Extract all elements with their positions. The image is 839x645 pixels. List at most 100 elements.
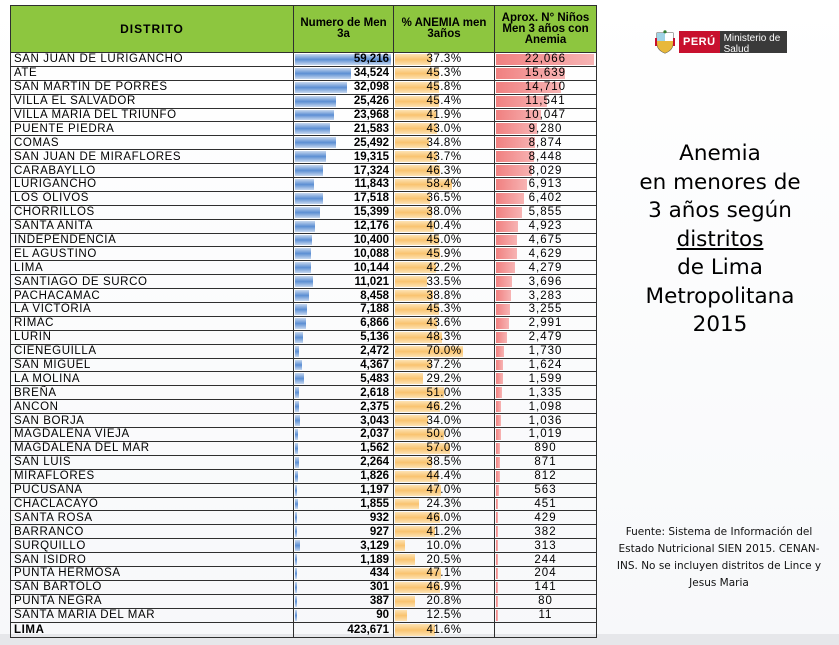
table-row: LOS OLIVOS 17,518 36.5% 6,402 [10, 190, 597, 206]
pct-cell-value: 46.2% [426, 400, 462, 413]
pct-cell: 51.0% [393, 385, 495, 401]
table-row: MIRAFLORES 1,826 44.4% 812 [10, 468, 597, 484]
table-row: COMAS 25,492 34.8% 8,874 [10, 135, 597, 151]
ninos-cell: 890 [494, 440, 597, 456]
title-line-7: 2015 [692, 312, 748, 337]
ninos-cell: 4,923 [494, 218, 597, 234]
table-row: LURIN 5,136 48.3% 2,479 [10, 329, 597, 345]
numero-cell: 17,324 [293, 163, 394, 179]
ninos-cell: 15,639 [494, 65, 597, 81]
ninos-cell-value: 244 [534, 553, 557, 566]
pct-cell-value: 41.2% [426, 525, 462, 538]
table-row: SAN MIGUEL 4,367 37.2% 1,624 [10, 357, 597, 373]
numero-cell-value: 1,562 [360, 442, 389, 455]
ninos-cell: 2,991 [494, 315, 597, 331]
ninos-cell-value: 1,730 [528, 345, 563, 358]
numero-cell-value: 932 [369, 511, 389, 524]
numero-cell: 19,315 [293, 149, 394, 165]
pct-cell-value: 29.2% [426, 372, 462, 385]
numero-cell: 2,472 [293, 343, 394, 359]
table-row: MAGDALENA DEL MAR 1,562 57.0% 890 [10, 440, 597, 456]
numero-cell-value: 25,426 [353, 95, 389, 108]
pct-cell: 45.8% [393, 79, 495, 95]
ninos-cell: 141 [494, 579, 597, 595]
numero-cell: 10,144 [293, 260, 394, 276]
numero-cell-value: 17,518 [353, 192, 389, 205]
ninos-cell: 3,255 [494, 302, 597, 317]
ninos-cell-bar [496, 234, 517, 246]
distrito-cell: EL AGUSTINO [10, 246, 294, 262]
pct-cell-bar [395, 109, 436, 121]
pct-cell-value: 46.9% [426, 581, 462, 594]
numero-cell: 5,483 [293, 371, 394, 387]
total-pct-cell: 41.6% [393, 621, 495, 638]
ninos-cell-value: 3,283 [528, 289, 563, 302]
numero-cell-value: 7,188 [360, 303, 389, 316]
pct-cell-bar [395, 567, 441, 579]
pct-cell-bar [395, 387, 445, 399]
distrito-cell: SAN MIGUEL [10, 357, 294, 373]
ninos-cell-bar [496, 470, 500, 482]
pct-cell-value: 37.2% [426, 359, 462, 372]
table-row: SAN MARTIN DE PORRES 32,098 45.8% 14,710 [10, 79, 597, 95]
numero-cell-bar [295, 137, 337, 149]
distrito-cell: VILLA EL SALVADOR [10, 93, 294, 109]
pct-cell: 46.9% [393, 579, 495, 595]
table-row: SANTIAGO DE SURCO 11,021 33.5% 3,696 [10, 274, 597, 290]
table-row: CHACLACAYO 1,855 24.3% 451 [10, 496, 597, 512]
pct-cell-value: 47.0% [426, 484, 462, 497]
numero-cell-value: 12,176 [353, 220, 389, 233]
pct-cell-value: 36.5% [426, 192, 462, 205]
pct-cell-bar [395, 595, 416, 607]
numero-cell-value: 927 [369, 525, 389, 538]
pct-cell-bar [395, 81, 440, 93]
numero-cell-value: 4,367 [360, 359, 389, 372]
numero-cell: 25,492 [293, 135, 394, 151]
numero-cell-bar [295, 387, 300, 399]
ninos-cell-bar [496, 484, 499, 496]
ninos-cell: 6,913 [494, 177, 597, 192]
pct-cell-value: 58.4% [426, 178, 462, 191]
distrito-cell: SAN JUAN DE MIRAFLORES [10, 149, 294, 165]
pct-cell-bar [395, 151, 438, 163]
pct-cell-bar [395, 512, 440, 524]
numero-cell-bar [295, 498, 298, 510]
ninos-cell-value: 1,624 [528, 359, 563, 372]
slide-bottom-bar [0, 634, 839, 645]
distrito-cell: INDEPENDENCIA [10, 232, 294, 248]
numero-cell-bar [295, 609, 297, 621]
table-row: SANTA ROSA 932 46.0% 429 [10, 510, 597, 526]
ninos-cell-value: 141 [534, 581, 557, 594]
pct-cell: 47.1% [393, 565, 495, 581]
numero-cell-bar [295, 67, 351, 79]
numero-cell-value: 19,315 [353, 150, 389, 163]
pct-cell-value: 70.0% [426, 345, 462, 358]
numero-cell-bar [295, 345, 299, 357]
numero-cell-bar [295, 262, 312, 274]
distrito-cell: SANTIAGO DE SURCO [10, 274, 294, 290]
distrito-cell: SURQUILLO [10, 538, 294, 554]
pct-cell: 45.4% [393, 93, 495, 109]
pct-cell-bar [395, 526, 435, 538]
ninos-cell-value: 1,019 [528, 428, 563, 441]
pct-cell-value: 45.3% [426, 303, 462, 316]
numero-cell-value: 17,324 [353, 164, 389, 177]
numero-cell: 932 [293, 510, 394, 526]
numero-cell-value: 1,197 [360, 484, 389, 497]
ninos-cell-bar [496, 526, 498, 538]
distrito-cell: LA MOLINA [10, 371, 294, 387]
numero-cell-bar [295, 331, 304, 343]
numero-cell: 3,043 [293, 413, 394, 429]
pct-cell-bar [395, 179, 452, 190]
header-numero: Numero de Men 3a [293, 5, 394, 53]
table-row: PUNTA HERMOSA 434 47.1% 204 [10, 565, 597, 581]
table-row: LIMA 10,144 42.2% 4,279 [10, 260, 597, 276]
ninos-cell-value: 8,029 [528, 164, 563, 177]
ninos-cell-bar [496, 345, 504, 357]
pct-cell-bar [395, 401, 440, 413]
ninos-cell-bar [496, 137, 536, 149]
pct-cell: 44.4% [393, 468, 495, 484]
pct-cell-bar [395, 220, 435, 232]
ninos-cell-value: 429 [534, 511, 557, 524]
pct-cell: 38.8% [393, 288, 495, 304]
